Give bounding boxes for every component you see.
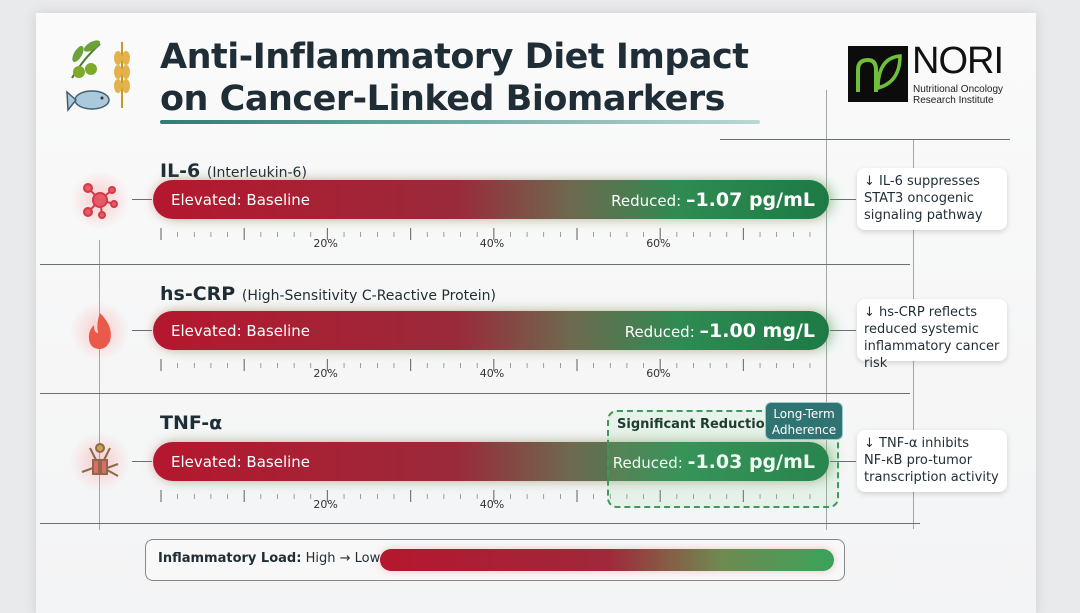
leaf-icon	[856, 54, 902, 92]
biomarker-note: ↓ hs-CRP reflects reduced systemic inflamm…	[857, 299, 1007, 371]
biomarker-note: ↓ IL-6 suppresses STAT3 oncogenic signalin…	[857, 168, 1007, 230]
legend-gradient-bar	[380, 549, 834, 571]
legend-value: High → Low	[305, 551, 381, 566]
connector	[132, 461, 152, 462]
axis-ticks	[160, 359, 826, 371]
axis-ticks	[160, 490, 826, 502]
long-term-adherence-badge: Long-Term Adherence	[765, 402, 843, 440]
tick-label: 60%	[646, 237, 671, 250]
biomarker-bar: Elevated: Baseline Reduced: -1.03 pg/mL	[153, 442, 829, 481]
biomarker-bar: Elevated: Baseline Reduced: –1.07 pg/mL	[153, 180, 829, 219]
tick-label: 20%	[313, 498, 338, 511]
marker-label: IL-6 (Interleukin-6)	[160, 160, 307, 182]
legend-label: Inflammatory Load:	[158, 551, 302, 566]
tick-label: 60%	[646, 367, 671, 380]
biomarker-bar: Elevated: Baseline Reduced: –1.00 mg/L	[153, 311, 829, 350]
tick-label: 40%	[479, 237, 505, 250]
legend-box: Inflammatory Load: High → Low	[145, 539, 845, 581]
logo-subtitle: Nutritional Oncology Research Institute	[913, 84, 1004, 106]
axis-ticks	[160, 228, 826, 240]
receptor-icon	[70, 432, 130, 492]
page-title: Anti-Inflammatory Diet Impact on Cancer-L…	[160, 37, 749, 119]
divider	[40, 264, 910, 265]
marker-label: TNF-α	[160, 412, 223, 434]
significant-reduction-label: Significant Reduction	[617, 417, 774, 432]
tick-label: 20%	[313, 237, 338, 250]
divider	[40, 523, 920, 524]
divider	[40, 393, 910, 394]
connector	[830, 461, 856, 462]
tick-label: 40%	[479, 367, 505, 380]
connector	[132, 199, 152, 200]
logo-name: NORI	[912, 40, 1004, 82]
nori-logo	[848, 46, 908, 102]
marker-label: hs-CRP (High-Sensitivity C-Reactive Prot…	[160, 283, 496, 305]
flame-icon	[70, 301, 130, 361]
biomarker-note: ↓ TNF-α inhibits NF-κB pro-tumor transcrip…	[857, 430, 1007, 492]
divider	[720, 139, 1010, 140]
title-underline	[160, 120, 760, 124]
molecule-icon	[70, 170, 130, 230]
connector	[830, 330, 856, 331]
gridline	[826, 90, 827, 530]
tick-label: 20%	[313, 367, 338, 380]
gridline	[99, 240, 100, 530]
diet-foods-icon	[66, 40, 130, 113]
tick-label: 40%	[479, 498, 505, 511]
connector	[830, 199, 856, 200]
connector	[132, 330, 152, 331]
